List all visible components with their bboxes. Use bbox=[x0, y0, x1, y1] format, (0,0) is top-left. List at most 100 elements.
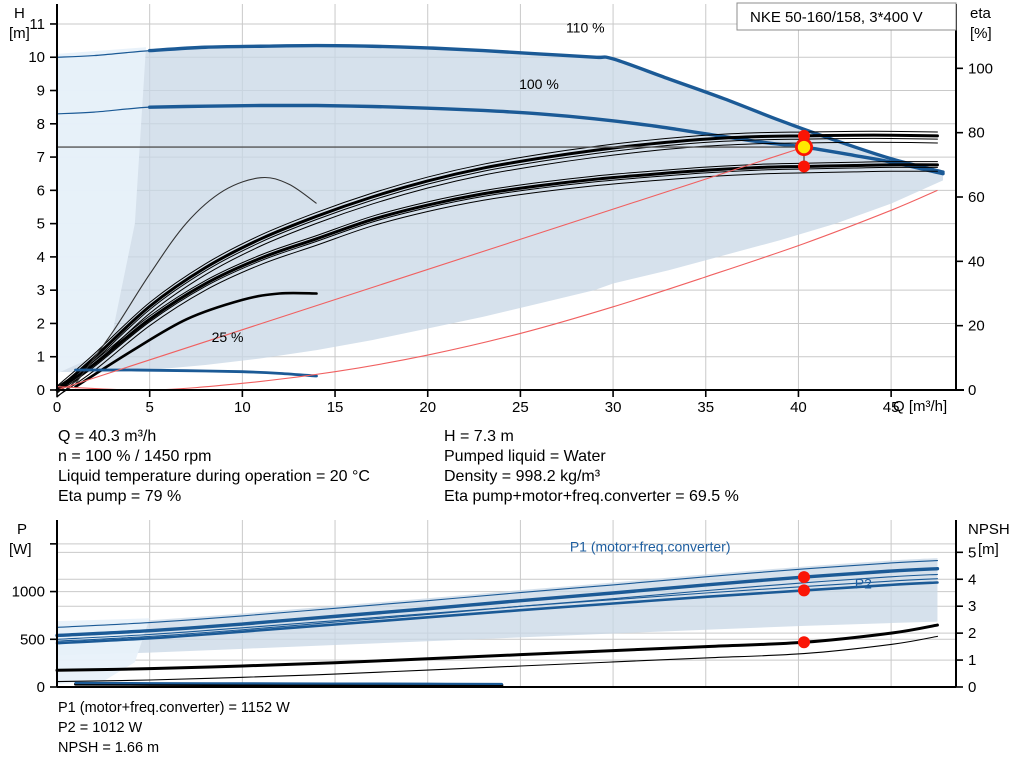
x-tick-label: 40 bbox=[790, 399, 807, 416]
info-block-bottom: P1 (motor+freq.converter) = 1152 W P2 = … bbox=[58, 700, 958, 760]
power-annotation: P2 bbox=[855, 576, 872, 592]
chart-title: NKE 50-160/158, 3*400 V bbox=[750, 9, 923, 26]
duty-point-markers bbox=[798, 571, 811, 649]
y2-tick-label: 80 bbox=[968, 125, 985, 142]
head-efficiency-chart: 0 1 2 3 4 5 6 7 8 9 10 11 0 20 40 60 80 100 0 5 10 15 20 25 30 35… bbox=[9, 2, 993, 416]
curve-annotation: 110 % bbox=[566, 19, 605, 35]
duty-dot-eta-total bbox=[798, 160, 811, 173]
npsh-tick-label: 3 bbox=[968, 598, 976, 615]
curve-npsh-thin bbox=[56, 635, 939, 683]
curve-p1 bbox=[55, 566, 940, 638]
info-line: Density = 998.2 kg/m³ bbox=[444, 468, 601, 485]
npsh-axis-title: NPSH bbox=[968, 521, 1010, 538]
curve-annotation: 25 % bbox=[212, 329, 244, 345]
curve-annotation: 100 % bbox=[519, 76, 559, 92]
curve-low-flow-blue bbox=[74, 681, 503, 686]
p-axis-title: P bbox=[17, 521, 27, 538]
info-line: P1 (motor+freq.converter) = 1152 W bbox=[58, 700, 290, 716]
info-line: Eta pump+motor+freq.converter = 69.5 % bbox=[444, 488, 739, 505]
curve-eta-total bbox=[56, 170, 938, 397]
npsh-tick-label: 1 bbox=[968, 652, 976, 669]
curve-npsh bbox=[55, 623, 939, 672]
chart-title-box: NKE 50-160/158, 3*400 V bbox=[736, 2, 957, 31]
y-tick-label: 1 bbox=[37, 349, 45, 366]
p-tick-label: 0 bbox=[37, 679, 45, 696]
power-annotation: P1 (motor+freq.converter) bbox=[570, 538, 731, 554]
curve-annotations: P1 (motor+freq.converter) P2 bbox=[570, 538, 872, 591]
x-tick-label: 45 bbox=[883, 399, 900, 416]
axes bbox=[50, 520, 963, 688]
axis-tick-labels: 0 500 1000 0 1 2 3 4 5 bbox=[12, 544, 977, 696]
info-line: n = 100 % / 1450 rpm bbox=[58, 448, 212, 465]
tolerance-bands bbox=[57, 45, 944, 374]
y-tick-label: 10 bbox=[28, 49, 45, 66]
power-band-light bbox=[57, 618, 150, 685]
curve-npsh-red bbox=[56, 189, 938, 391]
npsh-tick-label: 4 bbox=[968, 571, 976, 588]
y2-tick-label: 0 bbox=[968, 382, 976, 399]
npsh-tick-label: 0 bbox=[968, 679, 976, 696]
info-line: NPSH = 1.66 m bbox=[58, 740, 160, 756]
x-tick-label: 15 bbox=[327, 399, 344, 416]
y-tick-label: 11 bbox=[29, 16, 45, 33]
duty-dot-npsh bbox=[798, 636, 811, 649]
x-tick-label: 0 bbox=[53, 399, 61, 416]
y-tick-label: 2 bbox=[37, 315, 45, 332]
info-top-left-col: Q = 40.3 m³/h n = 100 % / 1450 rpm Liqui… bbox=[58, 428, 370, 508]
tolerance-band-light bbox=[57, 47, 146, 374]
power-chart-svg: 0 500 1000 0 1 2 3 4 5 P1 (motor+freq.converter)… bbox=[9, 520, 1010, 696]
x-tick-label: 10 bbox=[234, 399, 251, 416]
p-tick-label: 500 bbox=[20, 631, 45, 648]
y-tick-label: 3 bbox=[37, 282, 45, 299]
curve-eta-partial-arc bbox=[75, 176, 317, 384]
y-axis-unit: [m] bbox=[9, 25, 30, 42]
info-block-top: Q = 40.3 m³/h n = 100 % / 1450 rpm Liqui… bbox=[0, 428, 1024, 516]
y-tick-label: 5 bbox=[37, 216, 45, 233]
y2-tick-label: 100 bbox=[968, 60, 993, 77]
info-line: P2 = 1012 W bbox=[58, 720, 143, 736]
tolerance-band-main bbox=[57, 45, 944, 373]
npsh-axis-unit: [m] bbox=[978, 541, 999, 558]
duty-dot-p1 bbox=[798, 571, 811, 584]
y-tick-label: 8 bbox=[37, 116, 45, 133]
curve-p2 bbox=[55, 581, 939, 645]
curve-h-110 bbox=[147, 43, 945, 174]
x-axis-title: Q [m³/h] bbox=[893, 398, 947, 415]
npsh-tick-label: 2 bbox=[968, 625, 976, 642]
y-tick-label: 4 bbox=[37, 249, 45, 266]
x-tick-label: 20 bbox=[419, 399, 436, 416]
x-tick-label: 5 bbox=[146, 399, 154, 416]
info-top-right-col: H = 7.3 m Pumped liquid = Water Density … bbox=[444, 428, 739, 508]
duty-line-system bbox=[56, 146, 805, 391]
info-line: H = 7.3 m bbox=[444, 428, 514, 445]
y-tick-label: 6 bbox=[37, 182, 45, 199]
y2-tick-label: 20 bbox=[968, 318, 985, 335]
info-line: Liquid temperature during operation = 20… bbox=[58, 468, 370, 485]
y2-axis-unit: [%] bbox=[970, 25, 992, 42]
y2-tick-label: 60 bbox=[968, 189, 985, 206]
x-tick-label: 25 bbox=[512, 399, 529, 416]
info-line: Q = 40.3 m³/h bbox=[58, 428, 157, 445]
curve-p2-upper-thin bbox=[56, 578, 939, 640]
x-tick-label: 30 bbox=[605, 399, 622, 416]
power-npsh-chart: 0 500 1000 0 1 2 3 4 5 P1 (motor+freq.converter)… bbox=[0, 516, 1024, 696]
y2-axis-title: eta bbox=[970, 5, 992, 22]
y-tick-label: 9 bbox=[37, 83, 45, 100]
duty-dot-p2 bbox=[798, 584, 811, 597]
curve-p1-upper-thin bbox=[56, 560, 939, 628]
info-line: Pumped liquid = Water bbox=[444, 448, 606, 465]
p-tick-label: 1000 bbox=[12, 584, 45, 601]
duty-point-center bbox=[797, 140, 811, 154]
y-tick-label: 7 bbox=[37, 149, 45, 166]
x-tick-label: 35 bbox=[697, 399, 714, 416]
npsh-tick-label: 5 bbox=[968, 544, 976, 561]
y-axis-title: H bbox=[14, 5, 25, 22]
curve-eta-partial-low bbox=[74, 291, 318, 389]
p-axis-unit: [W] bbox=[9, 541, 32, 558]
info-line: Eta pump = 79 % bbox=[58, 488, 182, 505]
y2-tick-label: 40 bbox=[968, 253, 985, 270]
duty-point-markers bbox=[56, 129, 814, 391]
